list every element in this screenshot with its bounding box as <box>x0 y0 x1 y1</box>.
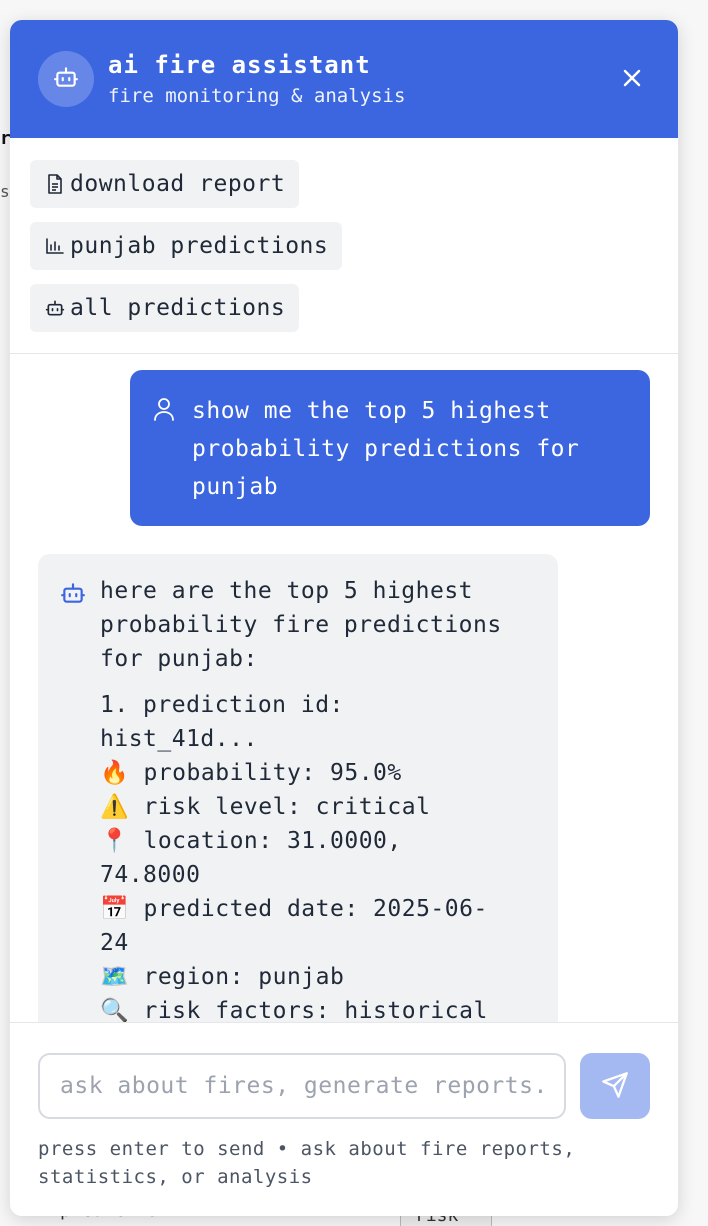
composer: press enter to send • ask about fire rep… <box>10 1022 678 1216</box>
quick-action-label: all predictions <box>70 295 286 321</box>
chat-subtitle: fire monitoring & analysis <box>108 85 406 107</box>
assistant-intro-text: here are the top 5 highest probability f… <box>100 578 502 672</box>
quick-actions: download report punjab predictions <box>10 138 678 354</box>
all-predictions-button[interactable]: all predictions <box>30 284 300 332</box>
prediction-location-cont: 74.8000 <box>100 862 201 888</box>
prediction-region: 🗺️ region: punjab <box>100 964 345 990</box>
robot-icon <box>60 580 86 1022</box>
background-text-fragment: s <box>0 182 10 201</box>
background-text-fragment: r <box>0 128 11 149</box>
prediction-line: hist_41d... <box>100 726 258 752</box>
robot-icon <box>44 297 66 319</box>
prediction-date: 📅 predicted date: 2025-06- <box>100 896 488 922</box>
robot-icon <box>53 64 79 94</box>
document-icon <box>44 173 66 195</box>
prediction-line: 1. prediction id: <box>100 692 344 718</box>
download-report-button[interactable]: download report <box>30 160 300 208</box>
prediction-location: 📍 location: 31.0000, <box>100 828 402 854</box>
message-list[interactable]: show me the top 5 highest probability pr… <box>10 354 678 1022</box>
close-button[interactable] <box>620 68 644 92</box>
user-message-text: show me the top 5 highest probability pr… <box>192 398 580 500</box>
prediction-date-cont: 24 <box>100 930 129 956</box>
assistant-avatar <box>38 51 94 107</box>
chat-input[interactable] <box>38 1053 566 1119</box>
punjab-predictions-button[interactable]: punjab predictions <box>30 222 343 270</box>
quick-action-label: punjab predictions <box>70 233 329 259</box>
user-icon <box>152 396 178 526</box>
prediction-risk-factors: 🔍 risk factors: historical <box>100 998 488 1022</box>
composer-hint: press enter to send • ask about fire rep… <box>38 1138 576 1188</box>
quick-action-label: download report <box>70 171 286 197</box>
user-message: show me the top 5 highest probability pr… <box>130 370 650 526</box>
send-button[interactable] <box>580 1053 650 1119</box>
chat-title: ai fire assistant <box>108 51 371 79</box>
assistant-message: here are the top 5 highest probability f… <box>38 554 558 1022</box>
chat-panel: ai fire assistant fire monitoring & anal… <box>10 20 678 1216</box>
prediction-risk-level: ⚠️ risk level: critical <box>100 794 431 820</box>
chat-header: ai fire assistant fire monitoring & anal… <box>10 20 678 138</box>
close-icon <box>622 68 642 92</box>
bar-chart-icon <box>44 235 66 257</box>
prediction-probability: 🔥 probability: 95.0% <box>100 760 402 786</box>
send-icon <box>601 1071 629 1102</box>
